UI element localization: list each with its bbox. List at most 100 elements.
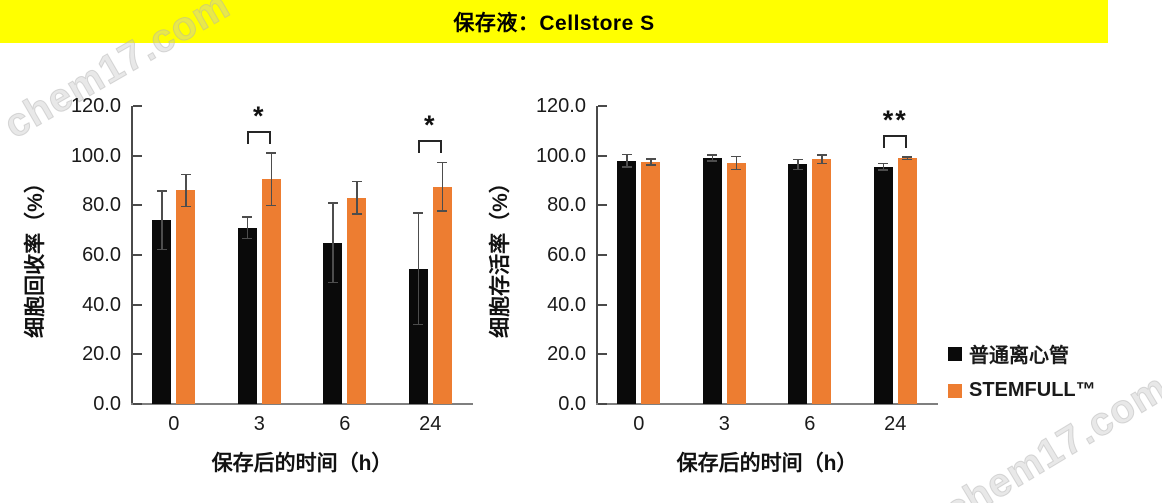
legend-swatch-orange-square-icon (948, 383, 962, 398)
y-tick-mark (598, 353, 607, 356)
error-bar-line (332, 202, 334, 283)
figure-title: 保存液：Cellstore S (453, 11, 655, 35)
error-bar-line (161, 190, 163, 250)
y-axis-title: 细胞存活率（%） (489, 172, 512, 338)
error-bar-cap-bottom (878, 169, 889, 171)
category-label: 0 (633, 413, 645, 435)
legend-label-normal-tube: 普通离心管 (969, 345, 1069, 367)
bar-stemfull (176, 190, 196, 404)
error-bar-line (185, 174, 187, 207)
y-axis-line (131, 106, 133, 404)
y-tick-mark (133, 204, 142, 207)
error-bar-line (626, 154, 628, 167)
category-label: 24 (419, 413, 442, 435)
y-tick-label: 100.0 (535, 144, 586, 167)
x-axis-title: 保存后的时间（h） (676, 452, 858, 475)
y-axis-title: 细胞回收率（%） (24, 172, 47, 338)
error-bar-cap-top (645, 158, 656, 160)
category-label: 0 (168, 413, 180, 435)
bar-normal-tube (408, 268, 428, 404)
y-tick-label: 80.0 (547, 194, 586, 217)
error-bar-line (246, 216, 248, 239)
significance-label: ** (882, 104, 908, 135)
y-tick-label: 20.0 (82, 343, 121, 366)
y-tick-mark (598, 303, 607, 306)
x-axis-line (596, 403, 938, 405)
error-bar-cap-top (156, 190, 167, 192)
error-bar-cap-bottom (902, 158, 913, 161)
error-bar-cap-bottom (437, 210, 448, 212)
error-bar-line (735, 156, 737, 170)
y-tick-label: 120.0 (70, 95, 121, 117)
error-bar-cap-top (437, 161, 448, 164)
legend-item-normal-tube: 普通离心管 (948, 339, 1096, 368)
error-bar-cap-top (242, 216, 253, 218)
bar-stemfull (897, 158, 917, 404)
significance-bracket (247, 131, 272, 134)
significance-bracket-tick (905, 134, 908, 148)
bar-normal-tube (788, 164, 808, 404)
error-bar-cap-bottom (242, 237, 253, 240)
y-tick-mark (133, 154, 142, 157)
error-bar-cap-top (351, 180, 362, 183)
error-bar-cap-top (707, 154, 718, 156)
y-tick-label: 120.0 (535, 95, 586, 117)
error-bar-line (821, 155, 823, 164)
legend: 普通离心管 STEMFULL™ (948, 339, 1096, 402)
error-bar-cap-top (792, 158, 803, 161)
x-axis-title: 保存后的时间（h） (211, 452, 393, 475)
y-tick-label: 80.0 (82, 194, 121, 217)
error-bar-line (417, 212, 419, 325)
significance-bracket-tick (247, 131, 250, 145)
y-tick-label: 60.0 (82, 244, 121, 266)
category-label: 24 (884, 413, 907, 435)
error-bar-line (650, 158, 652, 165)
error-bar-cap-top (266, 152, 277, 154)
significance-label: * (423, 110, 437, 141)
legend-swatch-black-square-icon (948, 346, 962, 361)
y-tick-mark (598, 403, 607, 405)
significance-bracket (883, 134, 908, 137)
y-tick-label: 20.0 (547, 343, 586, 366)
bar-stemfull (261, 179, 281, 404)
bar-stemfull (641, 161, 661, 404)
legend-item-stemfull: STEMFULL™ (948, 379, 1096, 402)
bar-normal-tube (702, 158, 722, 404)
y-tick-label: 0.0 (558, 393, 586, 415)
bar-normal-tube (873, 166, 893, 404)
significance-bracket-tick (440, 140, 443, 154)
y-tick-label: 100.0 (70, 144, 121, 167)
error-bar-cap-top (902, 156, 913, 158)
x-axis-line (131, 403, 473, 405)
bar-normal-tube (617, 160, 637, 404)
error-bar-line (270, 153, 272, 206)
error-bar-cap-bottom (792, 168, 803, 171)
error-bar-cap-bottom (327, 281, 338, 284)
error-bar-cap-bottom (266, 204, 277, 207)
title-banner: 保存液：Cellstore S (0, 0, 1108, 43)
significance-bracket (418, 140, 443, 143)
y-tick-label: 60.0 (547, 244, 586, 266)
error-bar-cap-bottom (413, 323, 424, 326)
error-bar-cap-top (327, 202, 338, 204)
error-bar-cap-bottom (645, 164, 656, 166)
y-tick-mark (598, 204, 607, 207)
error-bar-cap-top (180, 173, 191, 176)
y-tick-mark (133, 353, 142, 356)
bar-stemfull (347, 197, 367, 404)
category-label: 6 (804, 413, 816, 435)
y-tick-label: 0.0 (93, 393, 121, 415)
y-tick-mark (133, 105, 142, 107)
error-bar-cap-bottom (707, 160, 718, 162)
y-tick-label: 40.0 (547, 293, 586, 316)
bar-stemfull (726, 163, 746, 404)
y-tick-mark (133, 403, 142, 405)
y-tick-mark (598, 154, 607, 157)
error-bar-cap-top (731, 155, 742, 158)
bar-normal-tube (152, 220, 172, 404)
error-bar-cap-top (816, 154, 827, 156)
y-tick-mark (598, 254, 607, 256)
y-axis-line (596, 106, 598, 404)
